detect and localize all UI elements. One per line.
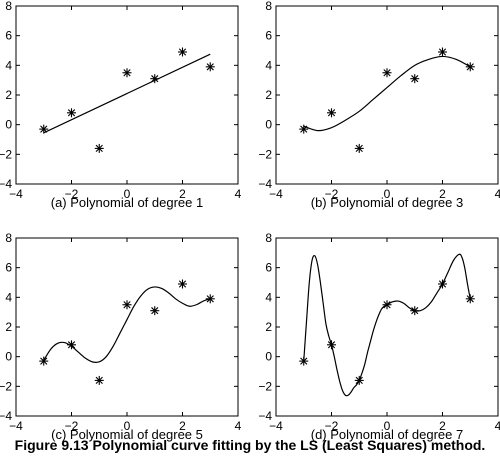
x-tick-label: 0 [124,187,131,201]
data-point [327,340,336,350]
data-point [465,62,475,72]
x-tick-label: −2 [325,419,339,433]
panel-3: −4 −2 0 2 4 −4 −2 0 2 4 6 8 (c) Polynomial of degree… [0,231,242,442]
data-point [382,300,392,310]
data-point [94,375,104,385]
y-tick-label: −4 [258,177,272,191]
y-tick-label: 2 [265,320,272,334]
data-point [67,108,76,118]
x-tick-label: 2 [179,419,186,433]
y-tick-label: 4 [265,290,272,304]
x-tick-label: −4 [9,419,23,433]
x-tick-label: −4 [269,419,283,433]
x-tick-label: −4 [9,187,23,201]
data-point [39,124,49,134]
panel-title: (d) Polynomial of degree 7 [311,427,463,442]
y-tick-label: 6 [265,29,272,43]
x-tick-label: 4 [495,419,500,433]
y-tick-label: 0 [5,350,12,364]
data-point [150,74,160,84]
y-tick-label: −4 [0,177,12,191]
data-point [354,375,364,385]
y-tick-label: 4 [5,290,12,304]
data-point [438,279,447,289]
data-point [150,306,160,316]
axes-frame [15,237,239,417]
data-point [122,300,132,310]
x-tick-label: 4 [235,187,242,201]
y-tick-label: 8 [5,231,12,245]
y-tick-label: 8 [5,0,12,13]
y-tick-label: 4 [5,58,12,72]
x-tick-label: 2 [439,419,446,433]
data-point [67,340,76,350]
x-tick-label: 0 [384,419,391,433]
y-tick-label: 8 [265,231,272,245]
y-tick-label: 2 [265,88,272,102]
data-point [205,294,215,304]
data-point [410,74,420,84]
x-tick-label: −2 [65,187,79,201]
x-tick-label: 0 [124,419,131,433]
axes-frame [275,5,499,185]
x-tick-label: 2 [179,187,186,201]
y-tick-label: −2 [0,379,12,393]
data-point [205,62,215,72]
data-point [465,294,475,304]
y-tick-label: 8 [265,0,272,13]
x-tick-label: 4 [495,187,500,201]
panel-2: −4 −2 0 2 4 −4 −2 0 2 4 6 8 (b) Polynomial of degree… [258,0,500,210]
y-tick-label: 6 [5,261,12,275]
fit-curve [303,55,471,132]
data-point [410,306,420,316]
data-point [438,47,447,57]
x-tick-label: −4 [269,187,283,201]
x-tick-label: −2 [65,419,79,433]
y-tick-label: 0 [265,350,272,364]
x-tick-label: 4 [235,419,242,433]
panel-title: (c) Polynomial of degree 5 [51,427,203,442]
data-point [178,279,187,289]
y-tick-label: 0 [265,118,272,132]
fit-curve [43,53,211,134]
x-tick-label: 2 [439,187,446,201]
y-tick-label: 0 [5,118,12,132]
data-point [39,356,49,366]
data-point [299,356,309,366]
data-point [354,143,364,153]
y-tick-label: −4 [258,409,272,423]
y-tick-label: 4 [265,58,272,72]
y-tick-label: 6 [265,261,272,275]
y-tick-label: −2 [0,147,12,161]
panel-4: −4 −2 0 2 4 −4 −2 0 2 4 6 8 (d) Polynomial of degree… [258,231,500,442]
panel-title: (b) Polynomial of degree 3 [311,195,463,210]
data-point [122,68,132,78]
figure-caption: Figure 9.13 Polynomial curve fitting by … [14,437,486,453]
data-point [299,124,309,134]
fit-curve [43,286,211,364]
y-tick-label: 2 [5,88,12,102]
y-tick-label: 2 [5,320,12,334]
x-tick-label: −2 [325,187,339,201]
panel-1: −4 −2 0 2 4 −4 −2 0 2 4 6 8 (a) Polynomial of degree… [0,0,242,210]
y-tick-label: −2 [258,379,272,393]
fit-curve [303,253,471,397]
y-tick-label: −4 [0,409,12,423]
x-tick-label: 0 [384,187,391,201]
axes-frame [275,237,499,417]
data-point [94,143,104,153]
y-tick-label: −2 [258,147,272,161]
data-point [178,47,187,57]
y-tick-label: 6 [5,29,12,43]
data-point [327,108,336,118]
panel-title: (a) Polynomial of degree 1 [51,195,203,210]
data-point [382,68,392,78]
axes-frame [15,5,239,185]
